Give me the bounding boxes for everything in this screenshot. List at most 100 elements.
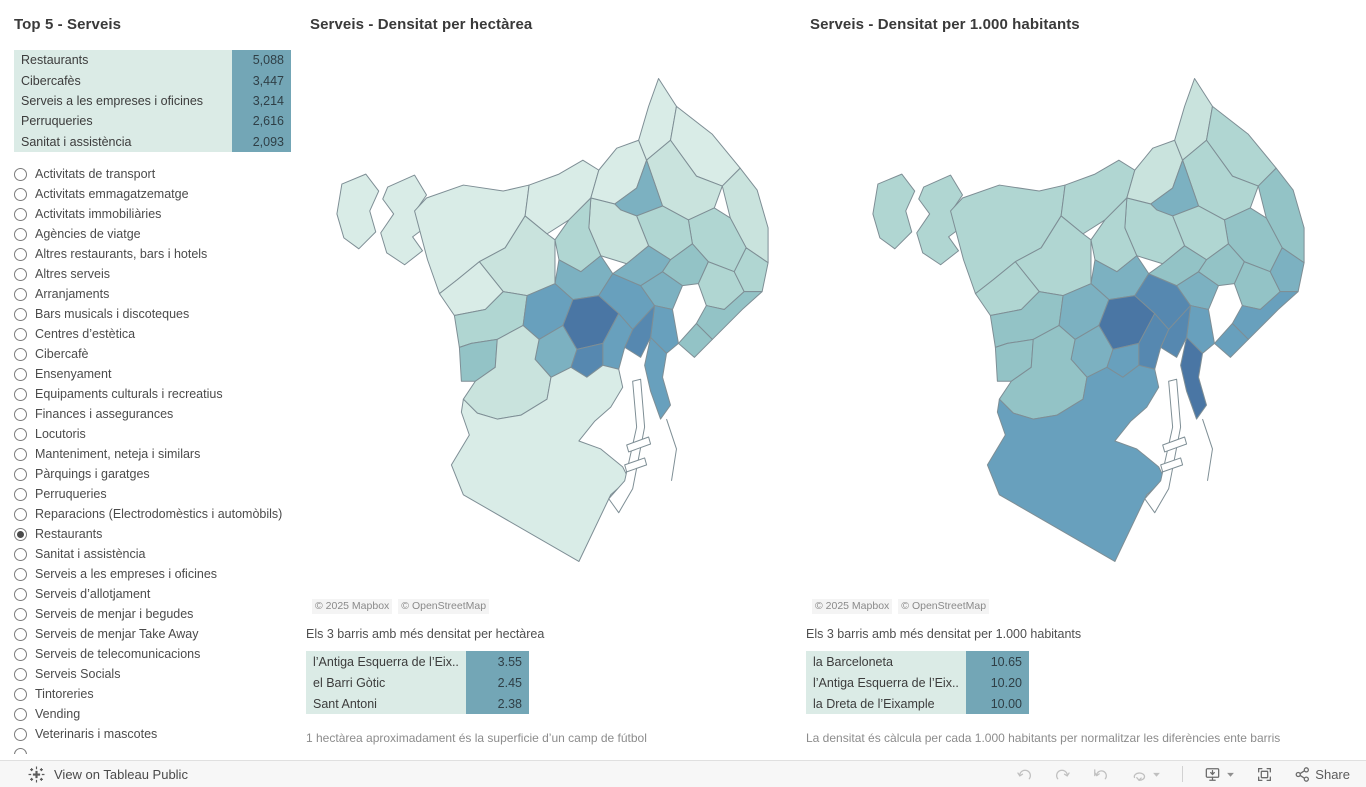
undo-button[interactable]	[1016, 766, 1033, 783]
category-option[interactable]: Manteniment, neteja i similars	[14, 444, 306, 464]
category-label: Locutoris	[35, 427, 86, 441]
radio-icon[interactable]	[14, 707, 27, 721]
category-option[interactable]: Veterinaris i mascotes	[14, 724, 306, 744]
category-option[interactable]: Centres d’estètica	[14, 324, 306, 344]
category-option[interactable]: Sanitat i assistència	[14, 544, 306, 564]
category-option[interactable]	[14, 744, 306, 754]
mapbox-attribution[interactable]: © 2025 Mapbox	[812, 599, 893, 614]
barri-barceloneta[interactable]	[1180, 336, 1207, 420]
category-option[interactable]: Equipaments culturals i recreatius	[14, 384, 306, 404]
view-on-tableau-button[interactable]: View on Tableau Public	[28, 766, 188, 783]
download-button[interactable]	[1204, 766, 1221, 783]
radio-icon[interactable]	[14, 527, 27, 541]
barri-besos[interactable]	[733, 247, 769, 293]
share-button[interactable]: Share	[1294, 766, 1350, 783]
fullscreen-button[interactable]	[1256, 766, 1273, 783]
table-row[interactable]: Serveis a les empreses i oficines 3,214	[14, 90, 291, 112]
radio-icon[interactable]	[14, 747, 27, 754]
radio-icon[interactable]	[14, 227, 27, 241]
category-option[interactable]: Serveis de menjar i begudes	[14, 604, 306, 624]
category-option[interactable]: Serveis de telecomunicacions	[14, 644, 306, 664]
radio-icon[interactable]	[14, 187, 27, 201]
radio-icon[interactable]	[14, 587, 27, 601]
radio-icon[interactable]	[14, 607, 27, 621]
barri-barceloneta[interactable]	[644, 336, 671, 420]
barri-vila-olimpica[interactable]	[677, 322, 713, 358]
osm-attribution[interactable]: © OpenStreetMap	[898, 599, 990, 614]
radio-icon[interactable]	[14, 247, 27, 261]
osm-attribution[interactable]: © OpenStreetMap	[398, 599, 490, 614]
radio-icon[interactable]	[14, 487, 27, 501]
barri-vallvidrera-oest[interactable]	[336, 173, 380, 250]
radio-icon[interactable]	[14, 327, 27, 341]
barri-vallvidrera-oest[interactable]	[872, 173, 916, 250]
category-option[interactable]: Tintoreries	[14, 684, 306, 704]
category-option[interactable]: Perruqueries	[14, 484, 306, 504]
radio-icon[interactable]	[14, 687, 27, 701]
table-row[interactable]: el Barri Gòtic 2.45	[306, 672, 529, 693]
table-row[interactable]: Perruqueries 2,616	[14, 111, 291, 132]
radio-icon[interactable]	[14, 647, 27, 661]
radio-icon[interactable]	[14, 627, 27, 641]
category-option[interactable]: Serveis Socials	[14, 664, 306, 684]
refresh-button[interactable]	[1130, 766, 1147, 783]
refresh-caret-icon[interactable]	[1152, 770, 1161, 779]
category-option[interactable]: Altres serveis	[14, 264, 306, 284]
table-row[interactable]: Sanitat i assistència 2,093	[14, 131, 291, 152]
category-option[interactable]: Restaurants	[14, 524, 306, 544]
category-option[interactable]: Bars musicals i discoteques	[14, 304, 306, 324]
table-row[interactable]: Restaurants 5,088	[14, 50, 291, 71]
table-row[interactable]: la Dreta de l’Eixample 10.00	[806, 693, 1029, 714]
category-option[interactable]: Agències de viatge	[14, 224, 306, 244]
category-option[interactable]: Pàrquings i garatges	[14, 464, 306, 484]
table-row[interactable]: Sant Antoni 2.38	[306, 693, 529, 714]
radio-icon[interactable]	[14, 407, 27, 421]
barri-besos[interactable]	[1269, 247, 1305, 293]
radio-icon[interactable]	[14, 367, 27, 381]
barri-vallvidrera-est[interactable]	[916, 174, 966, 266]
radio-icon[interactable]	[14, 307, 27, 321]
radio-icon[interactable]	[14, 447, 27, 461]
category-option[interactable]: Activitats emmagatzematge	[14, 184, 306, 204]
redo-button[interactable]	[1054, 766, 1071, 783]
barri-zona-franca[interactable]	[450, 364, 630, 562]
radio-icon[interactable]	[14, 507, 27, 521]
map-densitat-hectarea[interactable]	[312, 46, 790, 594]
radio-icon[interactable]	[14, 387, 27, 401]
radio-icon[interactable]	[14, 667, 27, 681]
barri-zona-franca[interactable]	[986, 364, 1166, 562]
table-row[interactable]: l’Antiga Esquerra de l’Eix.. 3.55	[306, 651, 529, 672]
radio-icon[interactable]	[14, 287, 27, 301]
category-option[interactable]: Locutoris	[14, 424, 306, 444]
table-row[interactable]: l’Antiga Esquerra de l’Eix.. 10.20	[806, 672, 1029, 693]
category-option[interactable]: Serveis a les empreses i oficines	[14, 564, 306, 584]
category-option[interactable]: Cibercafè	[14, 344, 306, 364]
mapbox-attribution[interactable]: © 2025 Mapbox	[312, 599, 393, 614]
radio-icon[interactable]	[14, 547, 27, 561]
radio-icon[interactable]	[14, 347, 27, 361]
table-row[interactable]: Cibercafès 3,447	[14, 70, 291, 91]
category-option[interactable]: Reparacions (Electrodomèstics i automòbi…	[14, 504, 306, 524]
table-row[interactable]: la Barceloneta 10.65	[806, 651, 1029, 672]
category-option[interactable]: Ensenyament	[14, 364, 306, 384]
radio-icon[interactable]	[14, 427, 27, 441]
barri-vallvidrera-est[interactable]	[380, 174, 430, 266]
barri-vila-olimpica[interactable]	[1213, 322, 1249, 358]
category-option[interactable]: Serveis de menjar Take Away	[14, 624, 306, 644]
category-option[interactable]: Finances i assegurances	[14, 404, 306, 424]
category-option[interactable]: Serveis d’allotjament	[14, 584, 306, 604]
download-caret-icon[interactable]	[1226, 770, 1235, 779]
category-option[interactable]: Vending	[14, 704, 306, 724]
radio-icon[interactable]	[14, 727, 27, 741]
category-option[interactable]: Activitats de transport	[14, 164, 306, 184]
category-option[interactable]: Activitats immobiliàries	[14, 204, 306, 224]
radio-icon[interactable]	[14, 267, 27, 281]
radio-icon[interactable]	[14, 207, 27, 221]
category-option[interactable]: Altres restaurants, bars i hotels	[14, 244, 306, 264]
radio-icon[interactable]	[14, 467, 27, 481]
radio-icon[interactable]	[14, 567, 27, 581]
category-option[interactable]: Arranjaments	[14, 284, 306, 304]
revert-button[interactable]	[1092, 766, 1109, 783]
map-densitat-habitants[interactable]	[848, 46, 1326, 594]
radio-icon[interactable]	[14, 167, 27, 181]
